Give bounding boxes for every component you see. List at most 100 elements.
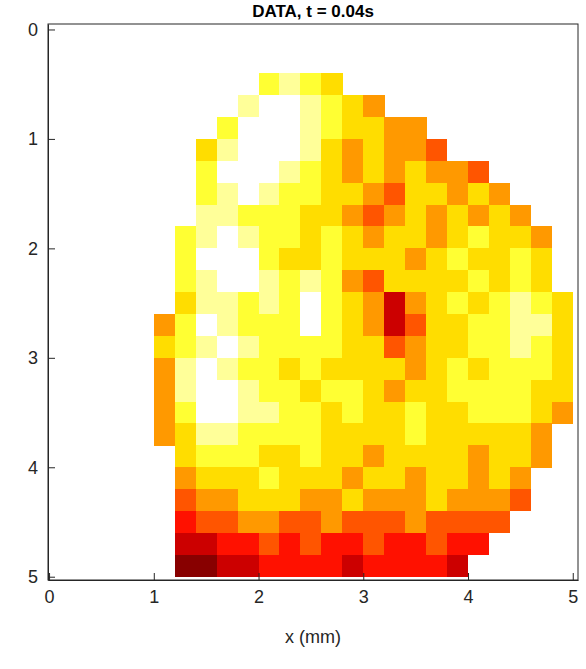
- heatmap-cell: [321, 183, 342, 205]
- heatmap-cell: [196, 314, 217, 336]
- heatmap-cell: [300, 292, 321, 314]
- heatmap-cell: [196, 555, 217, 577]
- heatmap-cell: [279, 358, 300, 380]
- x-axis-title: x (mm): [285, 627, 341, 647]
- heatmap-cell: [363, 489, 384, 511]
- heatmap-cell: [259, 423, 280, 445]
- heatmap-cell: [300, 95, 321, 117]
- heatmap-cell: [321, 423, 342, 445]
- tick: 3: [359, 573, 369, 607]
- heatmap-cell: [196, 445, 217, 467]
- heatmap-cell: [300, 248, 321, 270]
- heatmap-cell: [300, 533, 321, 555]
- heatmap-cell: [426, 161, 447, 183]
- tick-mark: [49, 573, 50, 580]
- heatmap-cell: [468, 402, 489, 424]
- heatmap-cell: [321, 95, 342, 117]
- heatmap-cell: [489, 226, 510, 248]
- heatmap-cell: [321, 73, 342, 95]
- heatmap-cell: [196, 358, 217, 380]
- tick-mark: [154, 573, 155, 580]
- heatmap-cell: [342, 336, 363, 358]
- heatmap-cell: [342, 139, 363, 161]
- heatmap-cell: [217, 467, 238, 489]
- heatmap-cell: [238, 314, 259, 336]
- heatmap-cell: [321, 533, 342, 555]
- heatmap-cell: [552, 292, 573, 314]
- heatmap-cell: [363, 270, 384, 292]
- heatmap-cell: [175, 511, 196, 533]
- heatmap-cell: [342, 314, 363, 336]
- heatmap-cell: [426, 511, 447, 533]
- tick-label: 5: [28, 567, 38, 587]
- heatmap-cell: [238, 248, 259, 270]
- heatmap-cell: [468, 423, 489, 445]
- heatmap-cell: [531, 270, 552, 292]
- heatmap-cell: [300, 467, 321, 489]
- heatmap-cell: [259, 511, 280, 533]
- heatmap-cell: [238, 555, 259, 577]
- heatmap-cell: [363, 423, 384, 445]
- heatmap-cell: [426, 423, 447, 445]
- heatmap-cell: [279, 161, 300, 183]
- heatmap-cell: [217, 139, 238, 161]
- heatmap-cell: [279, 139, 300, 161]
- heatmap-cell: [510, 226, 531, 248]
- heatmap-cell: [384, 402, 405, 424]
- heatmap-cell: [279, 489, 300, 511]
- heatmap-cell: [384, 467, 405, 489]
- heatmap-cell: [363, 183, 384, 205]
- heatmap-cell: [175, 270, 196, 292]
- heatmap-cell: [238, 533, 259, 555]
- heatmap-cell: [426, 205, 447, 227]
- heatmap-cell: [196, 205, 217, 227]
- tick: 2: [28, 239, 55, 259]
- heatmap-cell: [489, 402, 510, 424]
- heatmap-cell: [510, 489, 531, 511]
- tick-mark: [48, 248, 55, 249]
- heatmap-cell: [405, 467, 426, 489]
- heatmap-cell: [405, 205, 426, 227]
- tick-label: 1: [149, 587, 159, 607]
- tick-mark: [573, 573, 574, 580]
- heatmap-cell: [447, 445, 468, 467]
- heatmap-cell: [468, 533, 489, 555]
- heatmap-cell: [279, 183, 300, 205]
- heatmap-cell: [510, 402, 531, 424]
- heatmap-cell: [489, 248, 510, 270]
- heatmap-cell: [426, 226, 447, 248]
- heatmap-cell: [321, 292, 342, 314]
- heatmap-cell: [196, 402, 217, 424]
- heatmap-cell: [196, 270, 217, 292]
- heatmap-cell: [426, 445, 447, 467]
- heatmap-cell: [217, 358, 238, 380]
- tick-label: 3: [28, 348, 38, 368]
- heatmap-cell: [384, 358, 405, 380]
- title: DATA, t = 0.04s: [252, 2, 374, 21]
- heatmap-cell: [342, 292, 363, 314]
- heatmap-cell: [300, 314, 321, 336]
- heatmap-cell: [531, 292, 552, 314]
- heatmap-cell: [175, 467, 196, 489]
- heatmap-cell: [259, 489, 280, 511]
- heatmap-cell: [405, 555, 426, 577]
- heatmap-cell: [384, 248, 405, 270]
- heatmap-cell: [300, 489, 321, 511]
- heatmap-cell: [217, 533, 238, 555]
- heatmap-cell: [342, 117, 363, 139]
- heatmap-cell: [489, 423, 510, 445]
- heatmap-cell: [342, 423, 363, 445]
- heatmap-cell: [510, 270, 531, 292]
- heatmap-cell: [447, 292, 468, 314]
- chart: 012345012345DATA, t = 0.04sx (mm): [0, 0, 586, 669]
- tick-mark: [48, 139, 55, 140]
- heatmap-cell: [552, 358, 573, 380]
- heatmap-cell: [531, 423, 552, 445]
- heatmap-cell: [531, 445, 552, 467]
- heatmap-cell: [447, 314, 468, 336]
- heatmap-cell: [342, 555, 363, 577]
- heatmap-cell: [405, 248, 426, 270]
- tick: 3: [28, 348, 55, 368]
- heatmap-cell: [405, 336, 426, 358]
- heatmap-cell: [196, 139, 217, 161]
